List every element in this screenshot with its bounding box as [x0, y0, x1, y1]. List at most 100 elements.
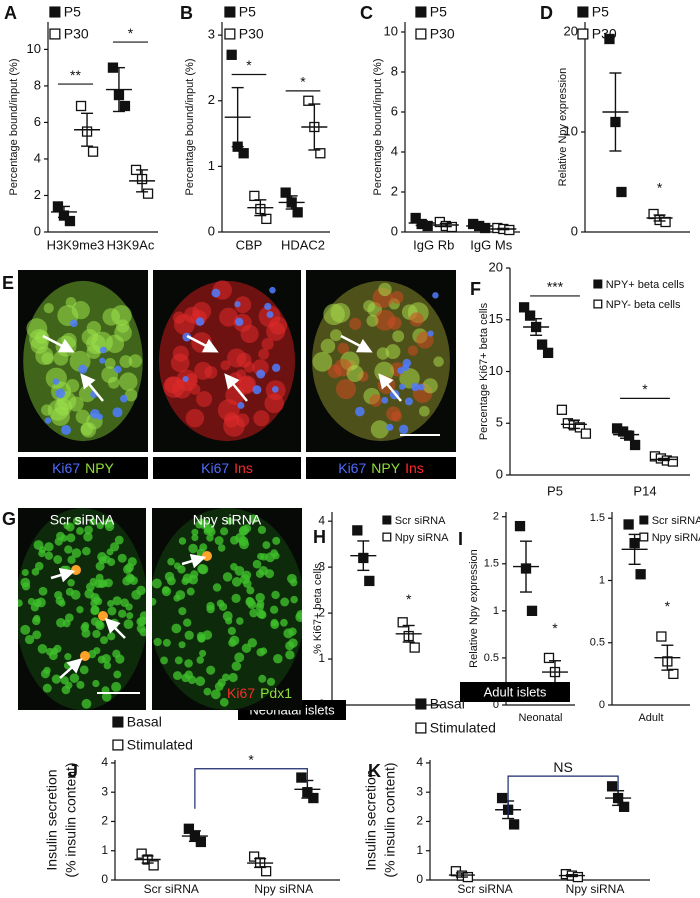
data-point — [668, 668, 679, 680]
data-point — [623, 519, 634, 530]
x-tick-label: Npy siRNA — [566, 882, 625, 896]
nucleus — [82, 546, 91, 556]
cell — [219, 307, 239, 327]
nucleus — [216, 599, 225, 608]
panel-letter: A — [4, 3, 17, 23]
nucleus — [50, 647, 59, 655]
nucleus — [206, 604, 215, 614]
cell — [337, 342, 350, 355]
cell — [378, 282, 392, 297]
nucleus — [113, 670, 122, 679]
nucleus — [249, 608, 258, 618]
arrow — [340, 334, 373, 353]
nucleus — [21, 569, 29, 577]
cell — [258, 348, 270, 360]
panel: 0 2 4 6 8 10 Percentage bound/input (%) A H3K9me… — [4, 3, 158, 252]
y-tick-label: 10 — [564, 123, 578, 138]
cell — [119, 355, 133, 368]
legend-marker — [415, 28, 427, 40]
cell — [116, 319, 130, 333]
micrograph-content — [18, 508, 146, 710]
data-point — [315, 148, 326, 159]
data-point — [364, 575, 375, 587]
micrograph-content — [152, 508, 302, 710]
nucleus — [112, 649, 121, 658]
cell — [253, 410, 270, 427]
significance-label: *** — [547, 279, 564, 295]
cell — [261, 337, 274, 351]
caption: Ki67 Pdx1 — [227, 685, 292, 701]
y-axis-label: Relative Npy expression — [468, 549, 480, 668]
legend-label: Stimulated — [430, 720, 496, 736]
cell — [433, 356, 444, 367]
nucleus — [80, 623, 89, 632]
nucleus — [152, 597, 157, 606]
nucleus — [231, 593, 241, 603]
nucleus — [397, 367, 405, 374]
arrow — [50, 567, 76, 583]
nucleus — [53, 555, 63, 564]
nucleus — [355, 406, 365, 417]
legend-marker — [224, 6, 236, 18]
legend-marker — [593, 279, 603, 289]
legend-label: Scr siRNA — [652, 515, 700, 527]
caption-word: Pdx1 — [260, 685, 292, 701]
cell — [234, 296, 252, 314]
cell — [35, 346, 54, 365]
nucleus — [136, 624, 146, 633]
cell — [312, 351, 333, 372]
y-tick-label: 0.5 — [484, 652, 499, 664]
micrograph — [18, 508, 146, 710]
micrograph — [152, 508, 302, 710]
nucleus — [243, 579, 252, 589]
cell — [111, 304, 132, 326]
cell — [419, 405, 430, 417]
panel-letter: D — [540, 3, 553, 23]
nucleus — [206, 665, 216, 675]
nucleus — [264, 302, 272, 311]
x-tick-label: HDAC2 — [281, 237, 325, 252]
nucleus — [227, 626, 236, 636]
nucleus — [117, 553, 127, 563]
panel-letter: J — [68, 761, 78, 781]
nucleus — [44, 417, 52, 424]
data-point — [183, 823, 195, 834]
nucleus — [71, 548, 82, 558]
nucleus — [84, 525, 93, 535]
nucleus — [65, 587, 74, 596]
data-point — [660, 216, 671, 228]
x-tick-label: Scr siRNA — [144, 882, 199, 896]
nucleus — [118, 609, 127, 618]
cell — [75, 409, 90, 424]
data-point — [238, 148, 249, 159]
legend-label: NPY- beta cells — [606, 299, 681, 311]
nucleus — [199, 543, 208, 552]
cell — [252, 359, 269, 376]
nucleus — [72, 516, 82, 526]
y-tick-label: 10 — [27, 41, 41, 56]
nucleus — [107, 558, 116, 567]
y-tick-label: 3 — [101, 784, 108, 798]
cell — [71, 301, 90, 320]
nucleus — [188, 574, 199, 585]
nucleus — [40, 669, 50, 679]
data-point — [543, 652, 555, 664]
data-point — [87, 146, 99, 157]
significance-label: * — [406, 591, 412, 607]
cell — [330, 303, 351, 323]
y-tick-label: 15 — [489, 311, 503, 326]
nucleus — [381, 396, 389, 404]
micrograph — [18, 270, 148, 452]
nucleus — [107, 632, 116, 641]
nucleus — [198, 564, 209, 575]
chart-title: Adult islets — [484, 684, 547, 699]
nucleus — [195, 676, 206, 687]
cell — [223, 415, 245, 437]
nucleus — [84, 589, 94, 599]
arrow — [224, 373, 248, 402]
x-tick-label: Npy siRNA — [254, 882, 313, 896]
cell — [386, 406, 401, 421]
nucleus — [114, 535, 124, 545]
nucleus — [42, 683, 52, 693]
nucleus — [280, 597, 290, 607]
